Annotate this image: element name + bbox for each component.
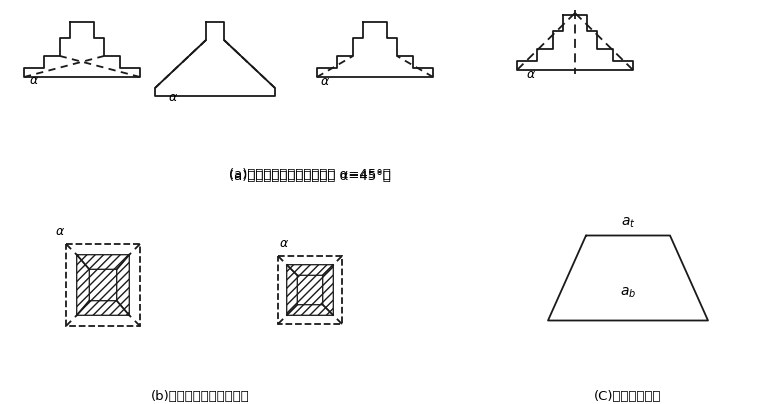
- Text: α: α: [321, 75, 329, 88]
- Text: (a)三种可能的冲切斜面　（ α=45°）: (a)三种可能的冲切斜面 （ α=45°）: [229, 170, 391, 183]
- Text: $a_b$: $a_b$: [620, 286, 636, 301]
- Text: (b)两种可能的冲切作用面: (b)两种可能的冲切作用面: [150, 390, 249, 403]
- FancyBboxPatch shape: [297, 275, 323, 305]
- Polygon shape: [287, 265, 297, 315]
- Text: α: α: [527, 68, 535, 81]
- Polygon shape: [117, 255, 129, 315]
- Polygon shape: [287, 305, 333, 315]
- Text: α: α: [169, 91, 177, 104]
- Text: α: α: [30, 74, 38, 87]
- FancyBboxPatch shape: [89, 269, 117, 301]
- Polygon shape: [77, 255, 129, 269]
- Text: α: α: [280, 237, 288, 250]
- Text: (C)冲切破坏斜面: (C)冲切破坏斜面: [594, 390, 662, 403]
- Text: α: α: [55, 225, 64, 238]
- Polygon shape: [77, 301, 129, 315]
- Text: (a)三种可能的冲切斜面　（ α=45°）: (a)三种可能的冲切斜面 （ α=45°）: [229, 168, 391, 181]
- Polygon shape: [287, 265, 333, 275]
- Polygon shape: [77, 255, 89, 315]
- Text: $a_t$: $a_t$: [621, 215, 635, 229]
- Polygon shape: [323, 265, 333, 315]
